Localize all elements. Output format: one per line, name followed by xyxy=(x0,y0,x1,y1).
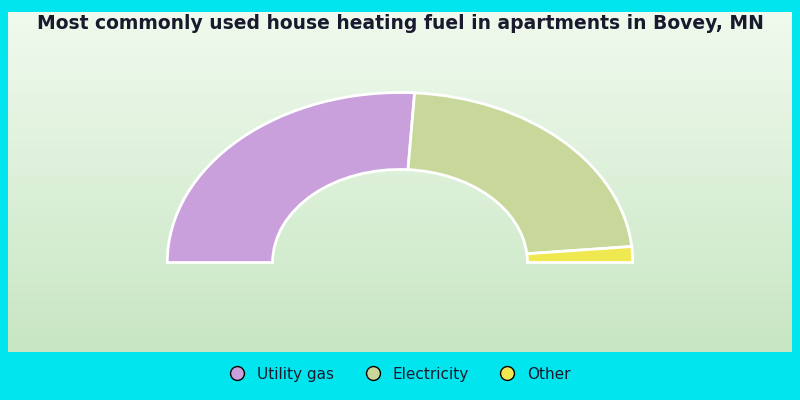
Legend: Utility gas, Electricity, Other: Utility gas, Electricity, Other xyxy=(230,366,570,382)
Wedge shape xyxy=(527,246,633,262)
Text: Most commonly used house heating fuel in apartments in Bovey, MN: Most commonly used house heating fuel in… xyxy=(37,14,763,33)
Wedge shape xyxy=(408,93,632,254)
Wedge shape xyxy=(167,92,414,262)
